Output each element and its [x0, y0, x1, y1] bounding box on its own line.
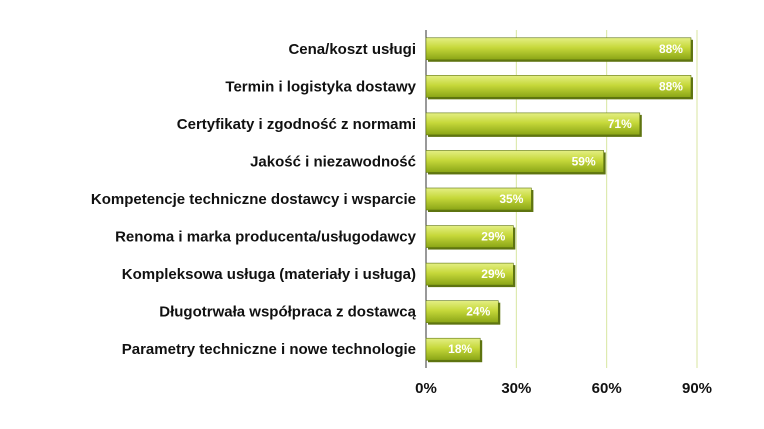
bar: [425, 112, 641, 136]
value-label: 18%: [448, 342, 472, 356]
category-label: Renoma i marka producenta/usługodawcy: [115, 229, 417, 246]
x-tick-label: 90%: [682, 380, 712, 397]
bars: 88% 88% 71% 59% 35% 29% 29% 24% 18%: [425, 37, 693, 363]
value-label: 88%: [659, 42, 683, 56]
category-label: Certyfikaty i zgodność z normami: [177, 116, 416, 133]
x-axis-ticks: 0% 30% 60% 90%: [415, 380, 712, 397]
bar: [425, 337, 481, 361]
category-label: Jakość i niezawodność: [250, 153, 416, 170]
bar: [425, 225, 514, 248]
value-label: 24%: [466, 305, 490, 319]
x-tick-label: 0%: [415, 380, 437, 397]
category-label: Cena/koszt usługi: [288, 41, 416, 58]
x-tick-label: 30%: [501, 380, 531, 397]
category-label: Parametry techniczne i nowe technologie: [122, 341, 416, 358]
bar: [425, 75, 692, 98]
value-label: 88%: [659, 79, 683, 93]
value-label: 29%: [481, 230, 505, 244]
category-label: Termin i logistyka dostawy: [225, 78, 416, 95]
category-label: Długotrwała współpraca z dostawcą: [159, 304, 416, 321]
value-label: 59%: [572, 154, 596, 168]
value-label: 71%: [608, 117, 632, 131]
bar: [425, 37, 692, 61]
value-label: 29%: [481, 267, 505, 281]
category-labels: Cena/koszt usługi Termin i logistyka dost…: [91, 41, 417, 358]
category-label: Kompleksowa usługa (materiały i usługa): [122, 266, 416, 283]
bar: [425, 187, 532, 211]
x-tick-label: 60%: [592, 380, 622, 397]
category-label: Kompetencje techniczne dostawcy i wsparc…: [91, 191, 416, 208]
bar: [425, 300, 499, 323]
bar: [425, 262, 514, 286]
bar: [425, 150, 604, 173]
value-label: 35%: [499, 192, 523, 206]
